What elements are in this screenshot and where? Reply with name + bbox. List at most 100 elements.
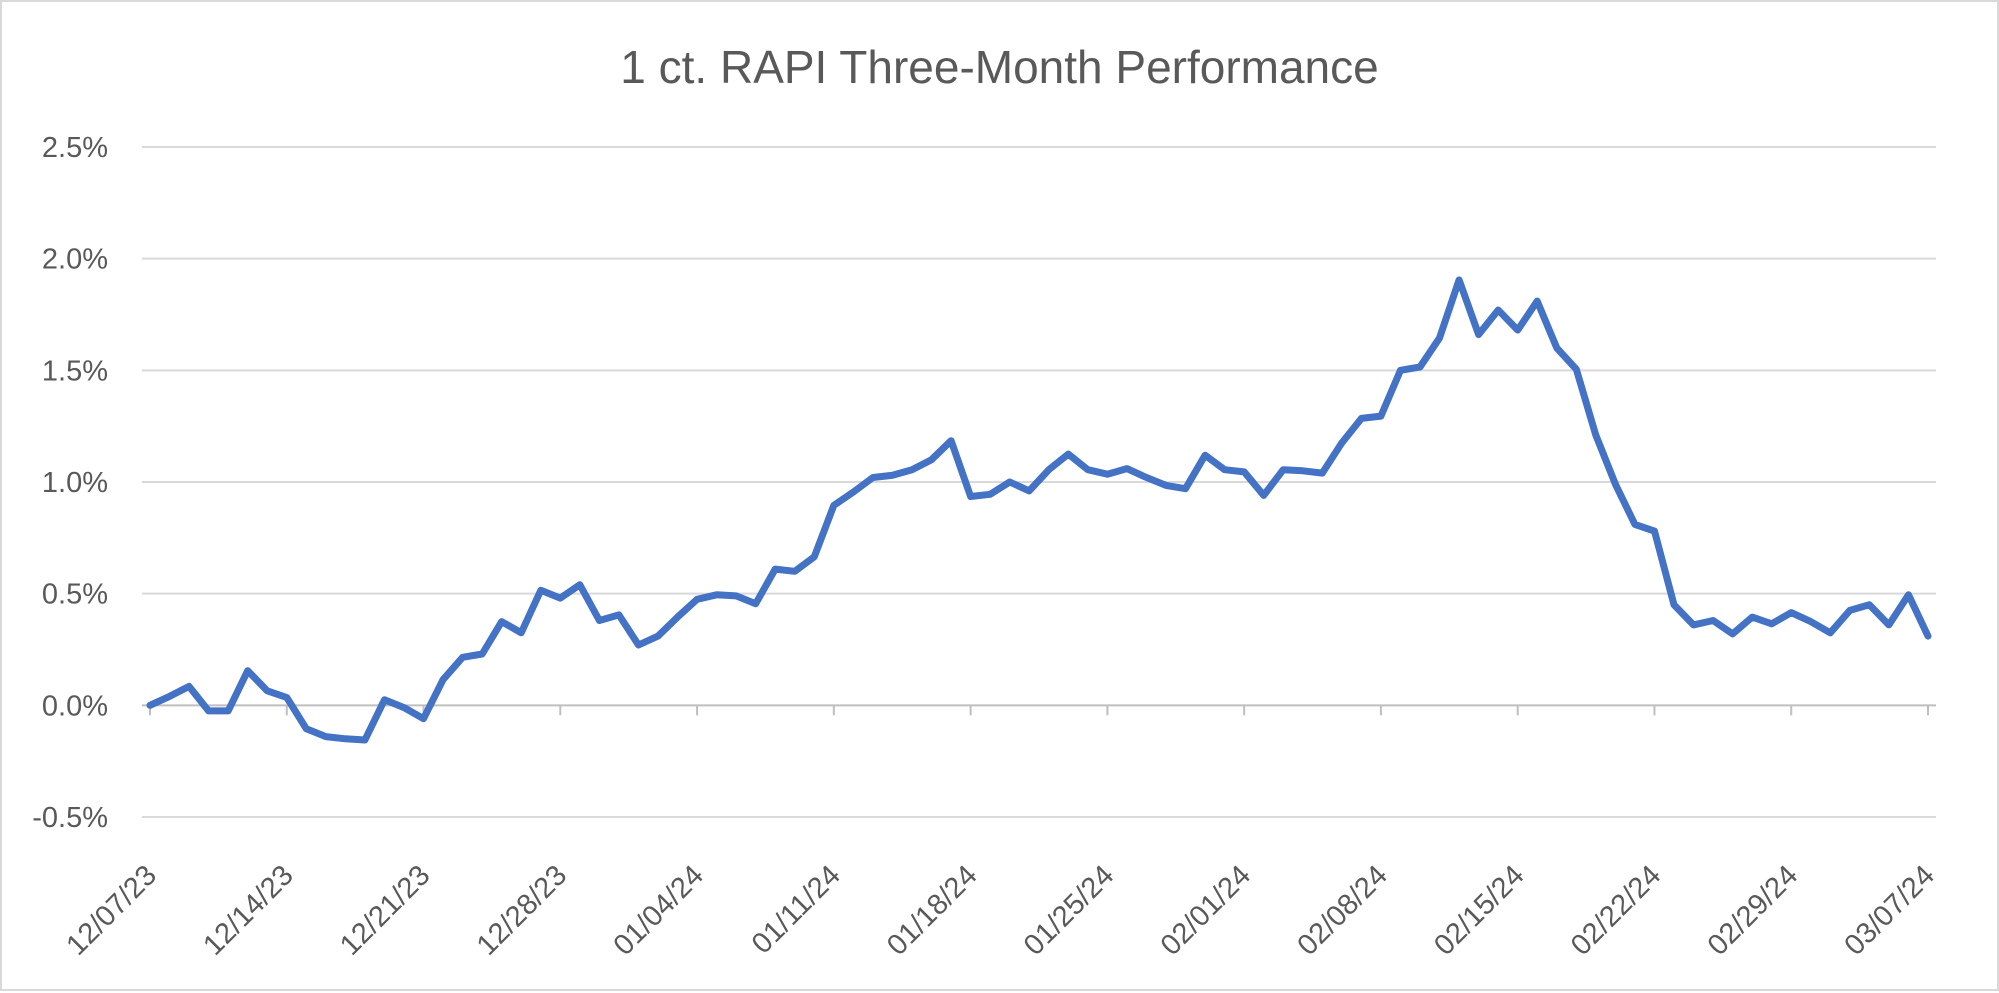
data-point: [1319, 470, 1325, 476]
data-point: [440, 677, 446, 683]
x-tick-label: 12/14/23: [197, 859, 299, 961]
y-tick-label: 1.5%: [42, 355, 108, 387]
data-point: [1437, 335, 1443, 341]
data-point: [772, 566, 778, 572]
chart-title: 1 ct. RAPI Three-Month Performance: [620, 41, 1379, 93]
data-point: [1378, 413, 1384, 419]
data-point: [1827, 630, 1833, 636]
data-point: [1749, 614, 1755, 620]
data-point: [753, 601, 759, 607]
data-point: [479, 651, 485, 657]
data-point: [1573, 366, 1579, 372]
data-point: [284, 695, 290, 701]
y-tick-label: 2.0%: [42, 244, 108, 276]
x-tick-label: 01/04/24: [608, 859, 710, 961]
data-point: [831, 502, 837, 508]
data-point: [1691, 622, 1697, 628]
data-point: [1046, 467, 1052, 473]
data-point: [225, 708, 231, 714]
data-point: [303, 726, 309, 732]
data-point: [675, 614, 681, 620]
data-point: [538, 587, 544, 593]
x-tick-label: 03/07/24: [1838, 859, 1940, 961]
x-tick-label: 02/22/24: [1565, 859, 1667, 961]
data-point: [1358, 415, 1364, 421]
data-point: [1769, 621, 1775, 627]
data-point: [421, 716, 427, 722]
data-point: [1280, 467, 1286, 473]
data-point: [323, 734, 329, 740]
data-point: [381, 697, 387, 703]
series-layer: [146, 276, 1932, 744]
data-point: [1534, 298, 1540, 304]
data-point: [1183, 486, 1189, 492]
y-tick-label: 0.5%: [42, 579, 108, 611]
data-point: [1007, 479, 1013, 485]
data-point: [1710, 617, 1716, 623]
x-tick-label: 02/15/24: [1428, 859, 1530, 961]
y-tick-label: 2.5%: [42, 132, 108, 164]
x-tick-label: 01/11/24: [746, 859, 847, 960]
data-point: [850, 489, 856, 495]
data-point: [577, 582, 583, 588]
y-tick-label: -0.5%: [32, 802, 108, 834]
data-point: [1065, 451, 1071, 457]
y-tick-label: 1.0%: [42, 467, 108, 499]
data-point: [1886, 622, 1892, 628]
data-point: [167, 693, 173, 699]
data-point: [1808, 619, 1814, 625]
data-point: [186, 683, 192, 689]
data-point: [968, 494, 974, 500]
data-point: [1143, 475, 1149, 481]
data-point: [1671, 602, 1677, 608]
data-point: [1456, 277, 1462, 283]
data-point: [1515, 327, 1521, 333]
data-point: [1202, 452, 1208, 458]
data-point: [655, 633, 661, 639]
data-point: [1632, 521, 1638, 527]
x-tick-label: 12/28/23: [471, 859, 573, 961]
data-point: [1905, 592, 1911, 598]
y-tick-label: 0.0%: [42, 690, 108, 722]
data-point: [1026, 488, 1032, 494]
data-point: [948, 438, 954, 444]
data-point: [1612, 481, 1618, 487]
x-axis: [142, 704, 1936, 716]
data-point: [889, 472, 895, 478]
data-point: [596, 617, 602, 623]
data-point: [1222, 467, 1228, 473]
data-point: [1925, 633, 1931, 639]
data-point: [1476, 332, 1482, 338]
data-point: [929, 457, 935, 463]
data-point: [1261, 492, 1267, 498]
x-tick-label: 12/07/23: [60, 859, 162, 961]
data-point: [1085, 467, 1091, 473]
data-point: [714, 592, 720, 598]
data-point: [1104, 471, 1110, 477]
data-point: [1241, 469, 1247, 475]
data-point: [264, 688, 270, 694]
x-tick-label: 02/29/24: [1702, 859, 1804, 961]
y-axis-labels: 2.5% 2.0% 1.5% 1.0% 0.5% 0.0% -0.5%: [32, 132, 108, 834]
x-tick-label: 01/25/24: [1018, 859, 1120, 961]
data-point: [1847, 607, 1853, 613]
data-point: [499, 619, 505, 625]
data-point: [245, 668, 251, 674]
data-point: [635, 642, 641, 648]
data-point: [811, 554, 817, 560]
data-point: [460, 654, 466, 660]
data-point: [1163, 482, 1169, 488]
data-point: [909, 467, 915, 473]
data-point: [1339, 440, 1345, 446]
data-point: [1495, 307, 1501, 313]
data-point: [987, 491, 993, 497]
data-point: [518, 630, 524, 636]
data-point: [147, 702, 153, 708]
data-point: [1300, 468, 1306, 474]
x-tick-label: 02/01/24: [1155, 859, 1257, 961]
x-axis-labels: 12/07/23 12/14/23 12/21/23 12/28/23 01/04/24…: [60, 859, 1940, 961]
data-point: [870, 475, 876, 481]
x-tick-label: 12/21/23: [334, 859, 436, 961]
